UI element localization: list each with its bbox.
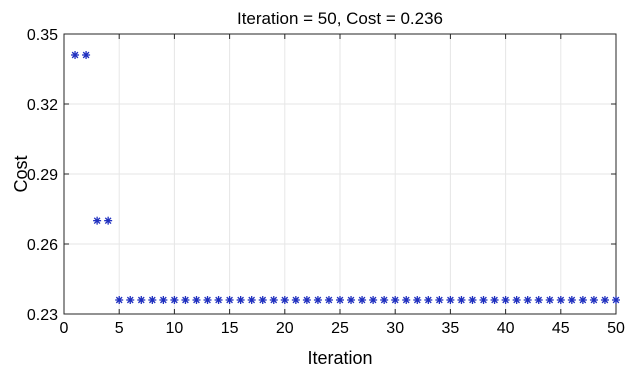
data-point xyxy=(435,296,444,304)
data-point xyxy=(336,296,344,304)
data-point xyxy=(126,296,135,304)
data-point xyxy=(291,296,300,304)
grid xyxy=(64,34,616,314)
data-markers xyxy=(71,51,620,304)
data-point xyxy=(534,296,543,304)
data-point xyxy=(512,296,521,304)
data-point xyxy=(479,296,488,304)
data-point xyxy=(490,296,499,304)
data-point xyxy=(413,296,422,304)
x-tick-label: 40 xyxy=(497,320,515,337)
x-tick-label: 5 xyxy=(115,320,124,337)
y-tick-label: 0.29 xyxy=(27,167,58,184)
data-point xyxy=(170,296,179,304)
data-point xyxy=(468,296,477,304)
data-point xyxy=(71,51,80,59)
data-point xyxy=(203,296,212,304)
data-point xyxy=(225,296,234,304)
x-tick-label: 25 xyxy=(331,320,349,337)
axis-ticks: 0 5 10 15 20 25 30 35 40 45 50 0.23 0.26 0.29 0.32 0.35 xyxy=(27,27,625,337)
data-point xyxy=(236,296,245,304)
x-tick-label: 50 xyxy=(607,320,625,337)
data-point xyxy=(247,296,256,304)
data-point xyxy=(545,296,554,304)
y-axis-label: Cost xyxy=(11,155,31,192)
data-point xyxy=(137,296,146,304)
data-point xyxy=(148,296,157,304)
data-point xyxy=(380,296,389,304)
data-point xyxy=(93,216,102,225)
data-point xyxy=(181,296,190,304)
data-point xyxy=(523,296,532,304)
data-point xyxy=(589,296,598,304)
data-point xyxy=(258,296,267,304)
data-point xyxy=(391,296,400,304)
x-tick-label: 20 xyxy=(276,320,294,337)
data-point xyxy=(302,296,311,304)
data-point xyxy=(159,296,168,304)
data-point xyxy=(82,51,91,59)
data-point xyxy=(104,216,113,225)
data-point xyxy=(446,296,455,304)
x-tick-label: 45 xyxy=(552,320,570,337)
data-point xyxy=(612,296,620,304)
data-point xyxy=(269,296,278,304)
data-point xyxy=(578,296,587,304)
y-tick-label: 0.23 xyxy=(27,307,58,324)
data-point xyxy=(402,296,411,304)
data-point xyxy=(369,296,378,304)
data-point xyxy=(313,296,322,304)
y-tick-label: 0.32 xyxy=(27,97,58,114)
x-tick-label: 15 xyxy=(221,320,239,337)
data-point xyxy=(115,296,124,304)
y-tick-label: 0.26 xyxy=(27,237,58,254)
y-tick-label: 0.35 xyxy=(27,27,58,44)
data-point xyxy=(556,296,565,304)
data-point xyxy=(567,296,576,304)
data-point xyxy=(457,296,466,304)
data-point xyxy=(358,296,367,304)
x-axis-label: Iteration xyxy=(307,348,372,368)
data-point xyxy=(424,296,433,304)
x-tick-label: 30 xyxy=(386,320,404,337)
data-point xyxy=(280,296,289,304)
x-tick-label: 35 xyxy=(442,320,460,337)
x-tick-label: 0 xyxy=(60,320,69,337)
chart-title: Iteration = 50, Cost = 0.236 xyxy=(237,9,443,28)
data-point xyxy=(192,296,201,304)
data-point xyxy=(347,296,356,304)
data-point xyxy=(501,296,510,304)
data-point xyxy=(214,296,223,304)
data-point xyxy=(324,296,333,304)
x-tick-label: 10 xyxy=(166,320,184,337)
data-point xyxy=(600,296,609,304)
